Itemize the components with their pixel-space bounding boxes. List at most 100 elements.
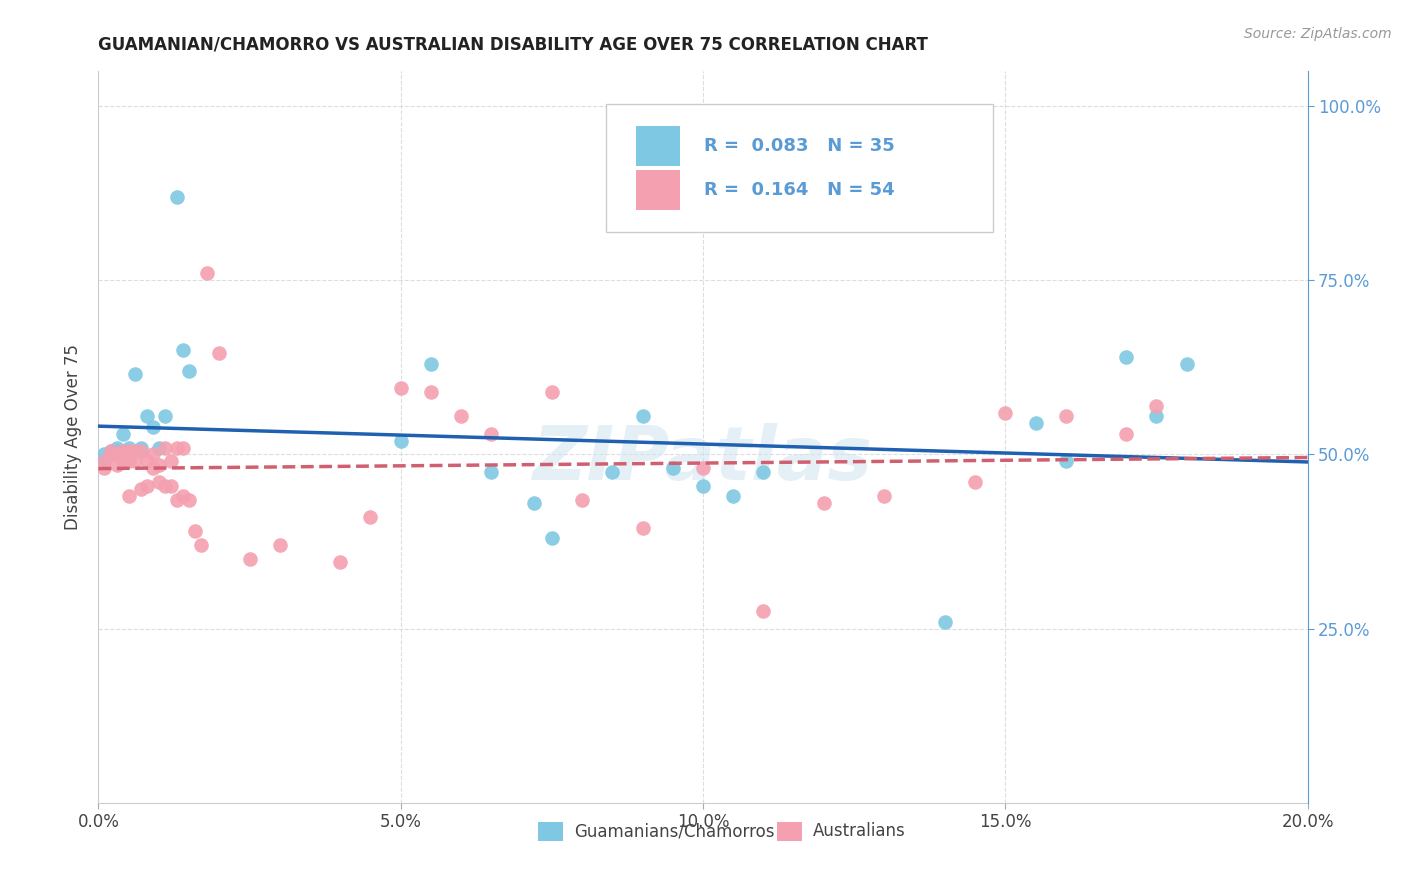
Point	[111, 444, 134, 458]
Point	[100, 444, 122, 458]
Point	[166, 441, 188, 455]
FancyBboxPatch shape	[637, 170, 681, 211]
Point	[142, 448, 165, 462]
Text: Australians: Australians	[813, 822, 905, 840]
Point	[111, 426, 134, 441]
Point	[184, 524, 207, 538]
Point	[1115, 350, 1137, 364]
Point	[540, 531, 562, 545]
FancyBboxPatch shape	[606, 104, 993, 232]
Point	[105, 441, 128, 455]
Point	[420, 357, 443, 371]
Point	[105, 444, 128, 458]
Point	[142, 461, 165, 475]
Point	[540, 384, 562, 399]
Point	[934, 615, 956, 629]
Point	[389, 434, 412, 448]
Point	[1144, 409, 1167, 424]
Point	[172, 343, 194, 357]
Point	[523, 496, 546, 510]
Point	[208, 346, 231, 360]
Point	[360, 510, 382, 524]
Point	[873, 489, 896, 503]
Point	[153, 479, 176, 493]
Point	[692, 479, 714, 493]
Text: R =  0.083   N = 35: R = 0.083 N = 35	[704, 137, 896, 155]
FancyBboxPatch shape	[637, 126, 681, 167]
Point	[692, 461, 714, 475]
Point	[813, 496, 835, 510]
Point	[148, 475, 170, 490]
Point	[179, 364, 201, 378]
Point	[100, 444, 122, 458]
Point	[135, 479, 157, 493]
Point	[602, 465, 624, 479]
Point	[481, 465, 503, 479]
Point	[571, 492, 593, 507]
Point	[269, 538, 291, 552]
Point	[118, 444, 141, 458]
Point	[172, 441, 194, 455]
Point	[148, 458, 170, 472]
Point	[160, 479, 183, 493]
Point	[1054, 409, 1077, 424]
Point	[153, 441, 176, 455]
Point	[135, 454, 157, 468]
Point	[129, 444, 152, 458]
Point	[118, 454, 141, 468]
Point	[631, 521, 654, 535]
Point	[752, 604, 775, 618]
Point	[329, 556, 352, 570]
Point	[965, 475, 987, 490]
Text: ZIPatlas: ZIPatlas	[533, 423, 873, 496]
Point	[1115, 426, 1137, 441]
Point	[100, 448, 122, 462]
Point	[105, 458, 128, 472]
Point	[389, 381, 412, 395]
Point	[994, 406, 1017, 420]
Point	[93, 461, 115, 475]
Point	[1175, 357, 1198, 371]
Point	[118, 441, 141, 455]
Point	[631, 409, 654, 424]
Text: R =  0.164   N = 54: R = 0.164 N = 54	[704, 181, 894, 199]
Point	[1054, 454, 1077, 468]
Point	[118, 489, 141, 503]
Text: GUAMANIAN/CHAMORRO VS AUSTRALIAN DISABILITY AGE OVER 75 CORRELATION CHART: GUAMANIAN/CHAMORRO VS AUSTRALIAN DISABIL…	[98, 36, 928, 54]
Point	[129, 483, 152, 497]
Point	[100, 448, 122, 462]
Point	[93, 454, 115, 468]
Point	[190, 538, 212, 552]
Y-axis label: Disability Age Over 75: Disability Age Over 75	[65, 344, 83, 530]
Point	[129, 441, 152, 455]
Point	[239, 552, 262, 566]
Point	[135, 409, 157, 424]
Point	[179, 492, 201, 507]
Text: Source: ZipAtlas.com: Source: ZipAtlas.com	[1244, 27, 1392, 41]
Point	[420, 384, 443, 399]
Point	[172, 489, 194, 503]
Point	[124, 454, 146, 468]
Text: Guamanians/Chamorros: Guamanians/Chamorros	[575, 822, 775, 840]
Point	[118, 448, 141, 462]
Point	[142, 419, 165, 434]
Point	[148, 441, 170, 455]
Point	[153, 409, 176, 424]
Point	[93, 454, 115, 468]
Point	[195, 266, 218, 280]
Point	[111, 454, 134, 468]
Point	[124, 444, 146, 458]
Point	[166, 492, 188, 507]
Point	[105, 448, 128, 462]
Point	[661, 461, 683, 475]
Point	[93, 448, 115, 462]
Point	[160, 454, 183, 468]
Point	[1144, 399, 1167, 413]
Point	[723, 489, 745, 503]
Point	[124, 368, 146, 382]
Point	[450, 409, 472, 424]
Point	[1024, 416, 1046, 430]
Point	[166, 190, 188, 204]
Point	[481, 426, 503, 441]
Point	[752, 465, 775, 479]
